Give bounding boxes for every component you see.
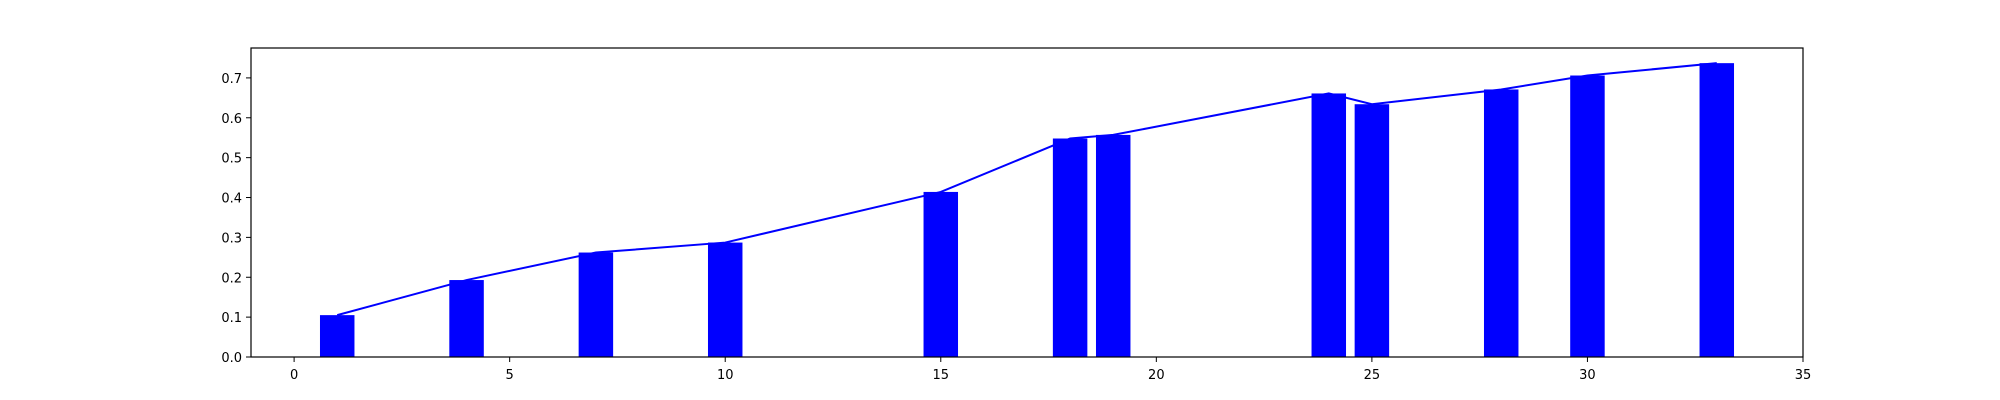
bar bbox=[1354, 104, 1390, 357]
x-tick-label: 15 bbox=[933, 368, 950, 383]
bar bbox=[1483, 89, 1519, 357]
x-axis: 0 5 10 15 20 25 30 35 bbox=[290, 357, 1811, 383]
x-tick-label: 5 bbox=[506, 368, 514, 383]
bar bbox=[1570, 75, 1605, 357]
bar bbox=[319, 315, 355, 357]
series-line bbox=[336, 62, 1717, 317]
bar bbox=[1052, 138, 1088, 357]
bar bbox=[578, 252, 614, 357]
y-tick-label: 0.4 bbox=[221, 192, 242, 207]
y-tick-label: 0.3 bbox=[221, 231, 242, 246]
x-tick-label: 10 bbox=[717, 368, 734, 383]
trend-line-layer bbox=[336, 62, 1717, 317]
y-tick-label: 0.7 bbox=[221, 72, 242, 87]
x-tick-label: 0 bbox=[290, 368, 298, 383]
bar bbox=[1311, 93, 1347, 357]
y-axis: 0.0 0.1 0.2 0.3 0.4 0.5 0.6 0.7 bbox=[221, 72, 251, 366]
bar bbox=[449, 280, 484, 357]
bar bbox=[1699, 63, 1735, 357]
y-tick-label: 0.0 bbox=[221, 351, 242, 366]
x-tick-label: 30 bbox=[1579, 368, 1596, 383]
plot-frame bbox=[250, 47, 1804, 358]
y-tick-label: 0.2 bbox=[221, 271, 242, 286]
bar bbox=[923, 191, 959, 357]
x-tick-label: 20 bbox=[1148, 368, 1165, 383]
y-tick-label: 0.6 bbox=[221, 112, 242, 127]
bars-layer bbox=[319, 63, 1735, 357]
bar bbox=[1095, 134, 1131, 357]
y-tick-label: 0.5 bbox=[221, 152, 242, 167]
bar bbox=[707, 242, 743, 357]
y-tick-label: 0.1 bbox=[221, 311, 242, 326]
x-tick-label: 35 bbox=[1795, 368, 1812, 383]
x-tick-label: 25 bbox=[1364, 368, 1381, 383]
